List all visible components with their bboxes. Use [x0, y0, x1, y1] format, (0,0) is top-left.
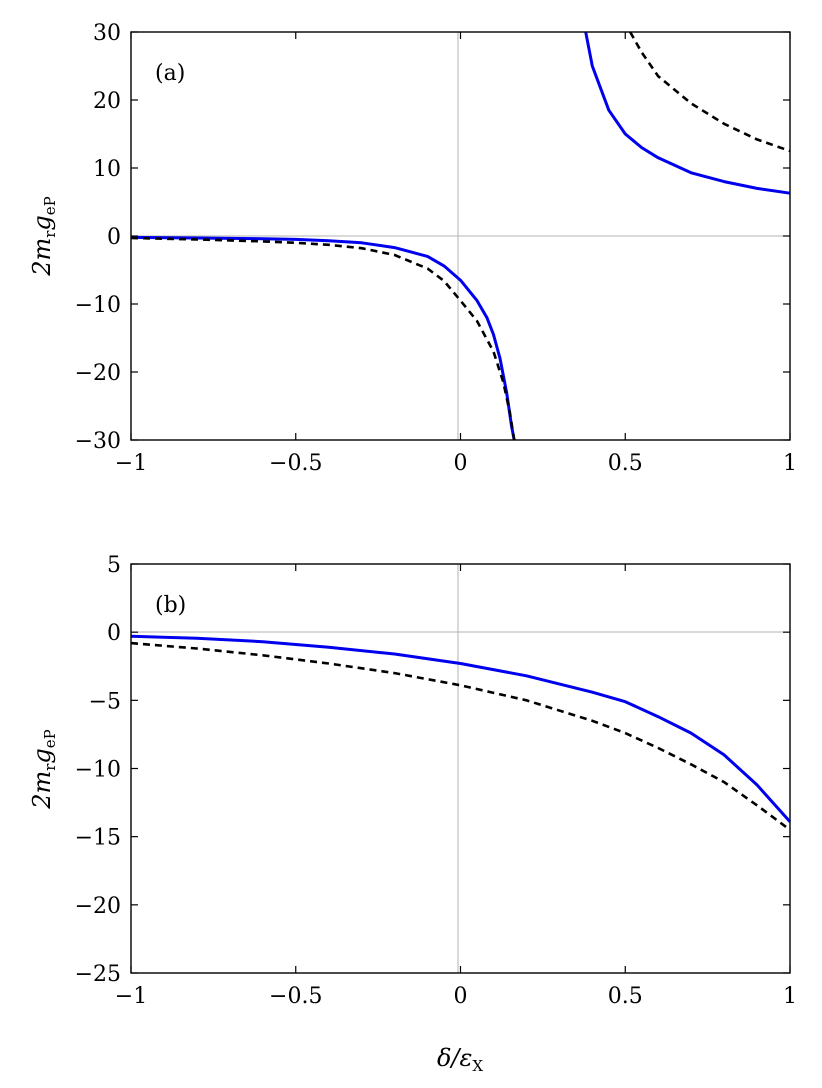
x-tick-label: 0: [454, 984, 468, 1009]
x-tick-label: 0.5: [608, 451, 643, 476]
panel-label-a: (a): [155, 61, 185, 86]
y-tick-label: 10: [93, 157, 121, 182]
ticks-a: −1 −0.5 0 0.5 1 30 20 10 0 −10 −20 −30: [75, 21, 797, 476]
panel-label-b: (b): [155, 593, 186, 618]
plot-frame-b: [130, 563, 791, 974]
series-solid-line-b-0: [130, 634, 792, 823]
y-tick-label: −30: [75, 429, 121, 454]
x-tick-label: −1: [115, 984, 147, 1009]
series-layer-a: [130, 31, 791, 441]
series-dashed-line-a-0: [130, 236, 516, 441]
y-tick-label: 30: [93, 21, 121, 46]
series-solid-line-a-0: [130, 235, 516, 441]
x-tick-label: −1: [115, 451, 147, 476]
x-tick-label: 0.5: [608, 984, 643, 1009]
x-tick-label: −0.5: [269, 984, 322, 1009]
y-tick-label: 0: [107, 225, 121, 250]
panel-b: −1 −0.5 0 0.5 1 5 0 −5 −10 −15 −20 −25 (b) 2mrgeP δ…: [28, 553, 797, 1075]
ticks-b: −1 −0.5 0 0.5 1 5 0 −5 −10 −15 −20 −25: [75, 553, 797, 1009]
series-layer-b: [130, 634, 792, 831]
y-tick-label: −10: [75, 758, 121, 783]
x-tick-label: 1: [783, 984, 797, 1009]
y-tick-label: −20: [75, 894, 121, 919]
x-axis-title: δ/εX: [437, 1044, 483, 1075]
y-tick-label: −20: [75, 361, 121, 386]
y-tick-label: −15: [75, 826, 121, 851]
y-tick-label: 5: [107, 553, 121, 578]
y-tick-label: −10: [75, 293, 121, 318]
panel-a: −1 −0.5 0 0.5 1 30 20 10 0 −10 −20 −30 (a) 2mrgeP: [28, 21, 797, 476]
y-tick-label: −25: [75, 962, 121, 987]
y-tick-label: 0: [107, 621, 121, 646]
x-tick-label: 1: [783, 451, 797, 476]
series-dashed-line-b-0: [130, 641, 791, 831]
series-solid-line-a-1: [584, 31, 791, 195]
y-tick-label: 20: [93, 89, 121, 114]
series-dashed-line-a-1: [629, 31, 791, 153]
y-axis-title-b: 2mrgeP: [28, 729, 59, 810]
y-axis-title-a: 2mrgeP: [28, 196, 59, 277]
y-tick-label: −5: [89, 689, 121, 714]
x-tick-label: 0: [454, 451, 468, 476]
x-tick-label: −0.5: [269, 451, 322, 476]
